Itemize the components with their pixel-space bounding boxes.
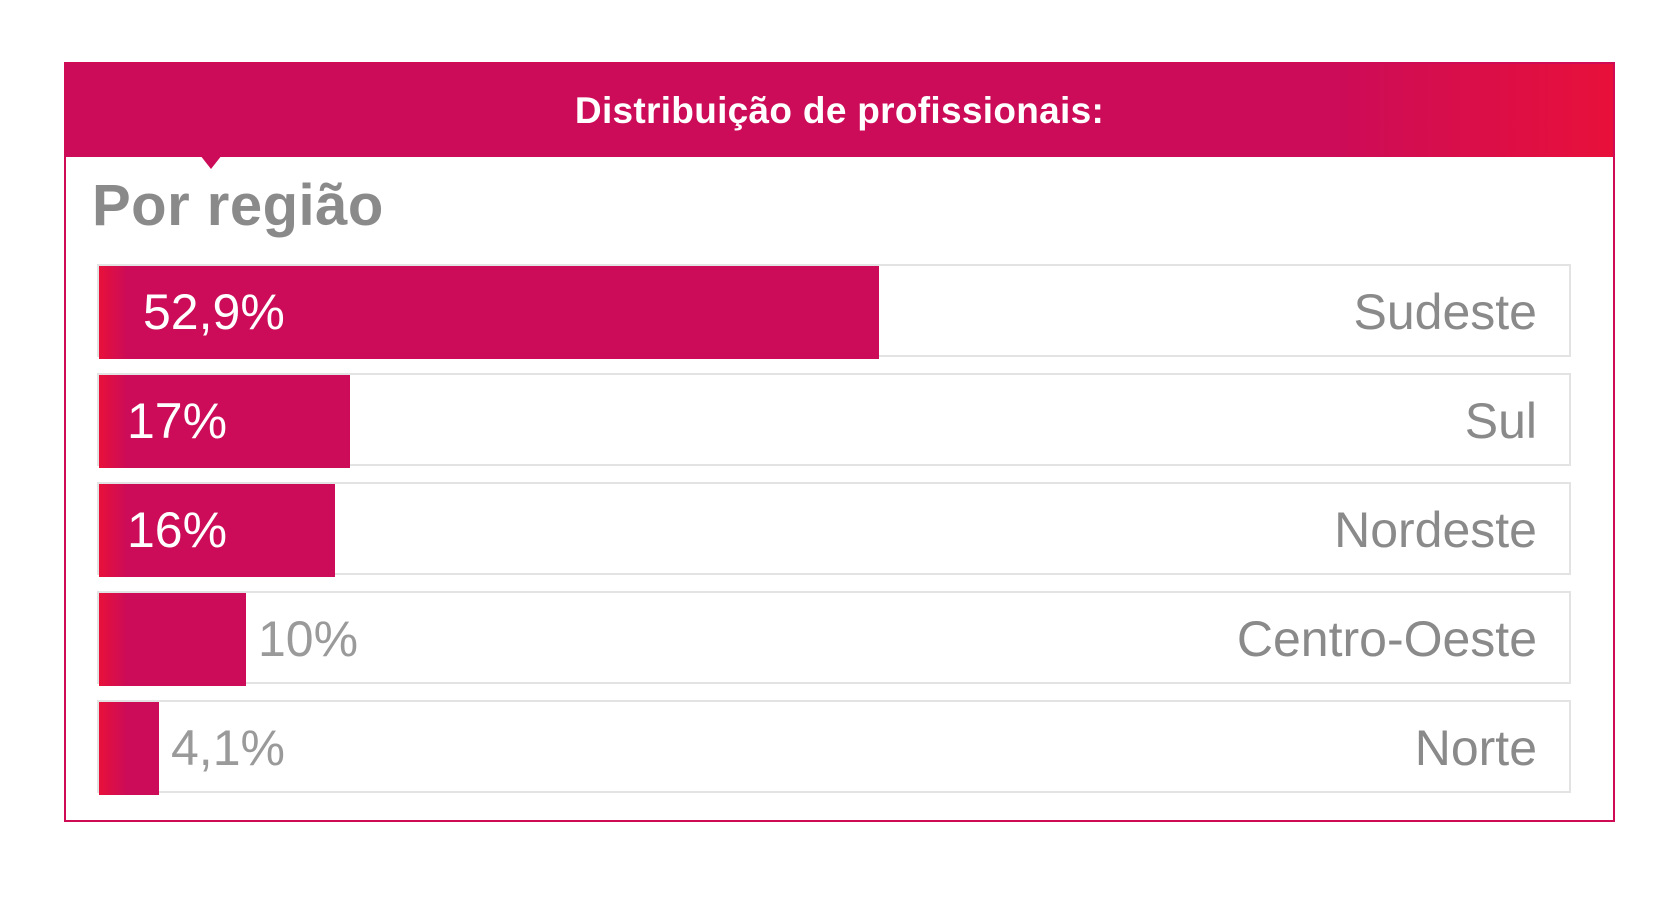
header-pointer [200,155,222,169]
chart-title: Distribuição de profissionais: [574,90,1105,131]
bar-norte [99,702,159,795]
bar-sudeste [99,266,879,359]
bar-track-sul: 17% Sul [97,373,1571,468]
bar-sul [99,375,350,468]
bar-track-norte: 4,1% Norte [97,700,1571,795]
category-label: Sul [1464,393,1537,449]
chart-header: Distribuição de profissionais: [66,64,1613,157]
bar-chart: 52,9% Sudeste 17% Sul 16% Nordeste 10% Centro-O… [97,264,1571,795]
chart-card: Distribuição de profissionais: Por regiã… [64,62,1615,822]
chart-subtitle: Por região [92,173,384,238]
bar-track-centro-oeste: 10% Centro-Oeste [97,591,1571,686]
bar-centro-oeste [99,593,246,686]
bar-track-nordeste: 16% Nordeste [97,482,1571,577]
bar-value-label: 10% [258,611,359,667]
category-label: Nordeste [1334,502,1537,558]
bar-value-label: 16% [127,502,228,558]
bar-value-label: 4,1% [171,720,285,776]
category-label: Centro-Oeste [1236,611,1537,667]
bar-value-label: 17% [127,393,228,449]
category-label: Sudeste [1353,284,1537,340]
bar-value-label: 52,9% [143,284,285,340]
bar-nordeste [99,484,335,577]
category-label: Norte [1414,720,1537,776]
bar-track-sudeste: 52,9% Sudeste [97,264,1571,359]
